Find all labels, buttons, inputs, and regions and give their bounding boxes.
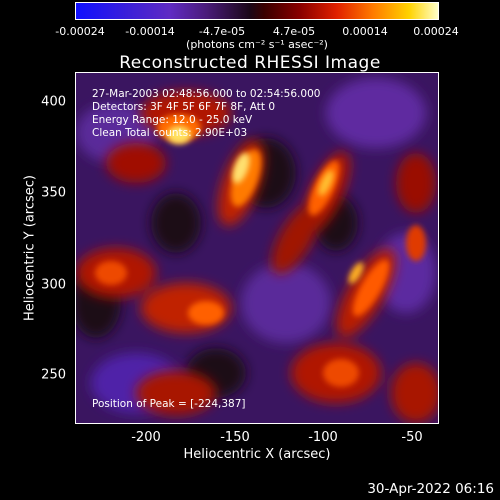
- colorbar-tick: 0.00024: [413, 25, 459, 38]
- time-range-annotation: 27-Mar-2003 02:48:56.000 to 02:54:56.000: [92, 88, 321, 100]
- colorbar-tick: -0.00014: [125, 25, 175, 38]
- y-axis-label: Heliocentric Y (arcsec): [22, 175, 38, 321]
- image-title: Reconstructed RHESSI Image: [119, 53, 381, 73]
- energy-range-annotation: Energy Range: 12.0 - 25.0 keV: [92, 114, 253, 126]
- colorbar-tick: 4.7e-05: [272, 25, 316, 38]
- x-tick-label: -100: [308, 430, 338, 445]
- colorbar-tick: -0.00024: [55, 25, 105, 38]
- solar-image-panel: [75, 72, 439, 424]
- detectors-annotation: Detectors: 3F 4F 5F 6F 7F 8F, Att 0: [92, 101, 276, 113]
- colorbar: [75, 2, 439, 20]
- x-axis-label: Heliocentric X (arcsec): [183, 447, 331, 462]
- x-tick-label: -50: [401, 430, 423, 445]
- peak-position-annotation: Position of Peak = [-224,387]: [92, 398, 246, 410]
- x-tick-label: -200: [131, 430, 161, 445]
- y-tick-label: 250: [41, 367, 66, 383]
- reconstructed-image: [76, 73, 438, 423]
- generation-datestamp: 30-Apr-2022 06:16: [367, 481, 494, 497]
- method-counts-annotation: Clean Total counts: 2.90E+03: [92, 127, 248, 139]
- y-tick-label: 350: [41, 185, 66, 201]
- x-tick-label: -150: [220, 430, 250, 445]
- colorbar-tick: 0.00014: [342, 25, 388, 38]
- y-tick-label: 400: [41, 94, 66, 110]
- colorbar-tick: -4.7e-05: [198, 25, 246, 38]
- colorbar-unit-label: (photons cm⁻² s⁻¹ asec⁻²): [186, 38, 328, 51]
- y-tick-label: 300: [41, 277, 66, 293]
